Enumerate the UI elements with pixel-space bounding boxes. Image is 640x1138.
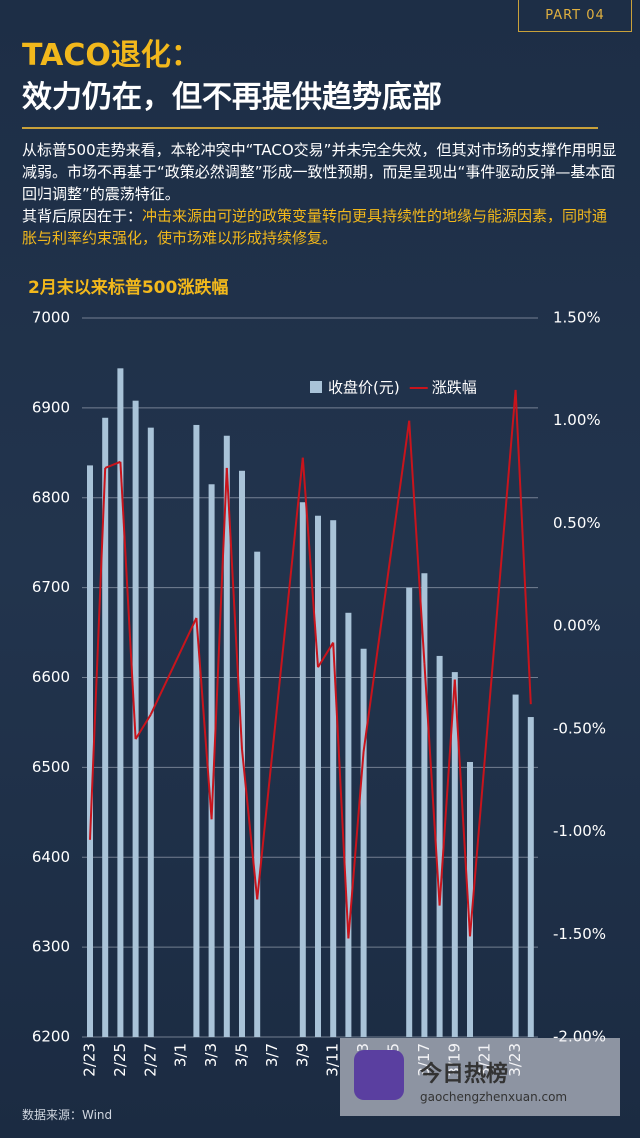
source: 数据来源：Wind bbox=[22, 1108, 113, 1122]
bar bbox=[330, 520, 337, 1037]
bar bbox=[406, 587, 413, 1037]
line-segment bbox=[89, 467, 107, 840]
y-tick-label: 6700 bbox=[32, 578, 70, 596]
bar bbox=[87, 465, 93, 1037]
line-segment bbox=[256, 457, 304, 900]
line-segment bbox=[514, 389, 532, 705]
bar bbox=[299, 502, 306, 1037]
line-segment bbox=[453, 679, 471, 937]
y-tick-label: 6500 bbox=[32, 758, 70, 776]
y-tick-label: 6800 bbox=[32, 488, 70, 506]
watermark-url: gaochengzhenxuan.com bbox=[420, 1090, 568, 1104]
line-segment bbox=[241, 749, 259, 900]
x-tick-label: 2/23 bbox=[81, 1043, 99, 1077]
y2-tick-label: 0.00% bbox=[553, 617, 601, 635]
bar bbox=[436, 655, 443, 1037]
line-segment bbox=[438, 679, 456, 906]
bar bbox=[147, 427, 154, 1038]
y-tick-label: 7000 bbox=[32, 309, 70, 327]
line-segment bbox=[423, 663, 441, 906]
y2-tick-label: -1.50% bbox=[553, 925, 606, 943]
x-tick-label: 2/25 bbox=[111, 1043, 129, 1077]
bar bbox=[117, 368, 124, 1038]
title: TACO退化： bbox=[22, 38, 201, 73]
line-segment bbox=[469, 389, 517, 937]
x-tick-label: 3/11 bbox=[324, 1043, 342, 1077]
bar bbox=[132, 400, 139, 1037]
body-text: 从标普500走势来看，本轮冲突中“TACO交易”并未完全失效，但其对市场的支撑作… bbox=[22, 139, 620, 249]
watermark: 今日热榜 gaochengzhenxuan.com bbox=[340, 1038, 620, 1116]
line-segment bbox=[301, 457, 319, 668]
line-segment bbox=[210, 467, 228, 820]
bar bbox=[102, 417, 109, 1038]
highlight: 冲击来源由可逆的政策变量转向更具持续性的地缘与能源因素，同时通胀与利率约束强化，… bbox=[22, 207, 608, 247]
line-segment bbox=[149, 617, 198, 715]
legend-label: 收盘价(元) bbox=[328, 379, 400, 397]
chart-title: 2月末以来标普500涨跌幅 bbox=[28, 278, 229, 298]
bar bbox=[223, 435, 230, 1038]
bar bbox=[527, 717, 534, 1037]
y-tick-label: 6300 bbox=[32, 938, 70, 956]
bar bbox=[467, 761, 473, 1037]
line-segment bbox=[195, 617, 213, 820]
x-tick-label: 3/5 bbox=[233, 1043, 251, 1067]
line-segment bbox=[332, 642, 350, 939]
x-tick-label: 3/7 bbox=[263, 1043, 281, 1067]
x-tick-label: 3/9 bbox=[293, 1043, 311, 1067]
x-tick-label: 3/1 bbox=[172, 1043, 190, 1067]
y2-tick-label: -0.50% bbox=[553, 719, 606, 737]
y2-tick-label: 1.50% bbox=[553, 309, 601, 327]
y-tick-label: 6600 bbox=[32, 668, 70, 686]
line-segment bbox=[362, 420, 411, 752]
bar bbox=[345, 612, 352, 1037]
y2-tick-label: 1.00% bbox=[553, 411, 601, 429]
line-segment bbox=[104, 460, 121, 469]
line-segment bbox=[317, 642, 335, 668]
bar bbox=[208, 484, 215, 1037]
watermark-icon bbox=[354, 1050, 404, 1100]
y-tick-label: 6200 bbox=[32, 1028, 70, 1046]
bar bbox=[254, 551, 261, 1037]
paragraph: 从标普500走势来看，本轮冲突中“TACO交易”并未完全失效，但其对市场的支撑作… bbox=[22, 141, 617, 203]
divider bbox=[22, 127, 598, 129]
line-segment bbox=[408, 420, 426, 664]
y2-tick-label: 0.50% bbox=[553, 514, 601, 532]
bar bbox=[451, 672, 458, 1037]
bar bbox=[193, 424, 200, 1037]
x-tick-label: 3/3 bbox=[202, 1043, 220, 1067]
x-tick-label: 2/27 bbox=[141, 1043, 159, 1077]
line-segment bbox=[119, 461, 137, 740]
bar bbox=[512, 694, 519, 1037]
y-tick-label: 6400 bbox=[32, 848, 70, 866]
title: 效力仍在，但不再提供趋势底部 bbox=[22, 80, 442, 115]
legend-swatch bbox=[310, 381, 322, 393]
legend-label: 涨跌幅 bbox=[432, 379, 477, 397]
lead: 其背后原因在于： bbox=[22, 207, 143, 225]
line-segment bbox=[134, 713, 152, 740]
y2-tick-label: -1.00% bbox=[553, 822, 606, 840]
paragraph: 其背后原因在于：冲击来源由可逆的政策变量转向更具持续性的地缘与能源因素，同时通胀… bbox=[22, 205, 620, 249]
bar bbox=[360, 648, 367, 1037]
y-tick-label: 6900 bbox=[32, 398, 70, 416]
bar bbox=[315, 515, 321, 1037]
line-segment bbox=[225, 467, 243, 750]
line-segment bbox=[347, 751, 365, 939]
part-label: PART 04 bbox=[518, 0, 632, 32]
bar bbox=[421, 573, 428, 1037]
watermark-name: 今日热榜 bbox=[420, 1062, 509, 1087]
